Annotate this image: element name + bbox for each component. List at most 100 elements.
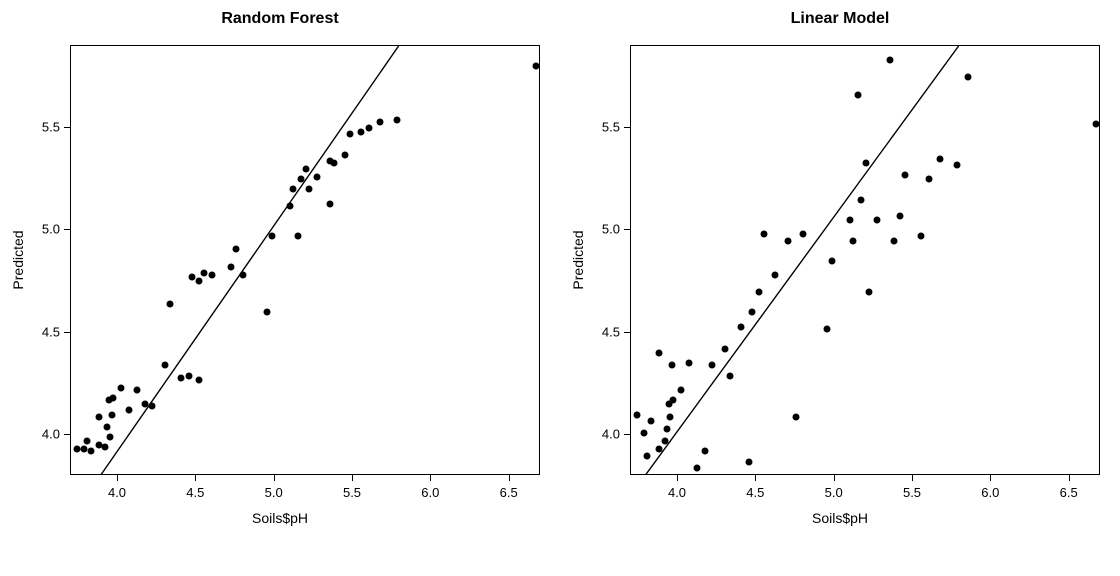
data-point bbox=[227, 264, 234, 271]
data-point bbox=[326, 200, 333, 207]
data-point bbox=[240, 272, 247, 279]
x-tick bbox=[1069, 475, 1070, 481]
data-point bbox=[737, 323, 744, 330]
data-point bbox=[756, 288, 763, 295]
data-point bbox=[357, 129, 364, 136]
data-point bbox=[726, 372, 733, 379]
y-tick-label: 4.0 bbox=[590, 427, 620, 442]
data-point bbox=[1093, 120, 1100, 127]
data-point bbox=[298, 176, 305, 183]
x-tick bbox=[677, 475, 678, 481]
data-point bbox=[656, 446, 663, 453]
x-tick bbox=[195, 475, 196, 481]
data-point bbox=[701, 448, 708, 455]
data-point bbox=[102, 444, 109, 451]
data-point bbox=[196, 376, 203, 383]
data-point bbox=[295, 233, 302, 240]
data-point bbox=[667, 413, 674, 420]
data-point bbox=[866, 288, 873, 295]
data-point bbox=[873, 217, 880, 224]
data-point bbox=[376, 118, 383, 125]
y-tick-label: 5.0 bbox=[590, 222, 620, 237]
data-point bbox=[664, 425, 671, 432]
y-axis-label: Predicted bbox=[570, 230, 586, 289]
y-axis-label: Predicted bbox=[10, 230, 26, 289]
data-point bbox=[902, 172, 909, 179]
x-tick bbox=[117, 475, 118, 481]
data-point bbox=[792, 413, 799, 420]
data-point bbox=[917, 233, 924, 240]
data-point bbox=[166, 301, 173, 308]
data-point bbox=[772, 272, 779, 279]
y-tick bbox=[624, 127, 630, 128]
data-point bbox=[662, 438, 669, 445]
data-point bbox=[80, 446, 87, 453]
data-point bbox=[331, 159, 338, 166]
y-tick bbox=[624, 332, 630, 333]
data-point bbox=[828, 258, 835, 265]
x-tick-label: 4.5 bbox=[186, 485, 204, 500]
data-point bbox=[88, 448, 95, 455]
data-point bbox=[232, 245, 239, 252]
x-tick bbox=[430, 475, 431, 481]
x-tick-label: 6.0 bbox=[421, 485, 439, 500]
data-point bbox=[886, 57, 893, 64]
y-tick bbox=[64, 127, 70, 128]
data-point bbox=[209, 272, 216, 279]
y-tick-label: 5.0 bbox=[30, 222, 60, 237]
data-point bbox=[668, 362, 675, 369]
data-point bbox=[108, 411, 115, 418]
x-tick-label: 4.5 bbox=[746, 485, 764, 500]
panel-random-forest: Random Forest 4.04.55.05.56.06.54.04.55.… bbox=[0, 0, 560, 576]
panel-title: Random Forest bbox=[0, 10, 560, 28]
data-point bbox=[634, 411, 641, 418]
plot-area bbox=[70, 45, 540, 475]
data-point bbox=[83, 438, 90, 445]
data-point bbox=[263, 309, 270, 316]
data-point bbox=[125, 407, 132, 414]
data-point bbox=[858, 196, 865, 203]
data-point bbox=[648, 417, 655, 424]
x-tick-label: 4.0 bbox=[668, 485, 686, 500]
plot-area bbox=[630, 45, 1100, 475]
y-tick bbox=[624, 229, 630, 230]
x-axis-label: Soils$pH bbox=[560, 510, 1120, 526]
reference-line bbox=[631, 46, 1099, 474]
reference-line bbox=[71, 46, 539, 474]
data-point bbox=[313, 174, 320, 181]
data-point bbox=[678, 387, 685, 394]
x-tick-label: 5.0 bbox=[265, 485, 283, 500]
x-tick bbox=[834, 475, 835, 481]
data-point bbox=[784, 237, 791, 244]
data-point bbox=[936, 155, 943, 162]
data-point bbox=[897, 212, 904, 219]
y-tick-label: 5.5 bbox=[590, 119, 620, 134]
data-point bbox=[855, 92, 862, 99]
data-point bbox=[141, 401, 148, 408]
data-point bbox=[185, 372, 192, 379]
x-axis-label: Soils$pH bbox=[0, 510, 560, 526]
data-point bbox=[346, 131, 353, 138]
data-point bbox=[365, 124, 372, 131]
data-point bbox=[149, 403, 156, 410]
data-point bbox=[306, 186, 313, 193]
x-tick-label: 5.0 bbox=[825, 485, 843, 500]
data-point bbox=[118, 384, 125, 391]
data-point bbox=[891, 237, 898, 244]
figure: Random Forest 4.04.55.05.56.06.54.04.55.… bbox=[0, 0, 1120, 576]
y-tick bbox=[64, 229, 70, 230]
y-tick bbox=[64, 332, 70, 333]
data-point bbox=[104, 423, 111, 430]
data-point bbox=[342, 151, 349, 158]
data-point bbox=[303, 165, 310, 172]
data-point bbox=[761, 231, 768, 238]
x-tick bbox=[912, 475, 913, 481]
data-point bbox=[162, 362, 169, 369]
y-tick bbox=[64, 434, 70, 435]
panel-linear-model: Linear Model 4.04.55.05.56.06.54.04.55.0… bbox=[560, 0, 1120, 576]
data-point bbox=[287, 202, 294, 209]
data-point bbox=[823, 325, 830, 332]
x-tick-label: 6.0 bbox=[981, 485, 999, 500]
data-point bbox=[850, 237, 857, 244]
data-point bbox=[290, 186, 297, 193]
